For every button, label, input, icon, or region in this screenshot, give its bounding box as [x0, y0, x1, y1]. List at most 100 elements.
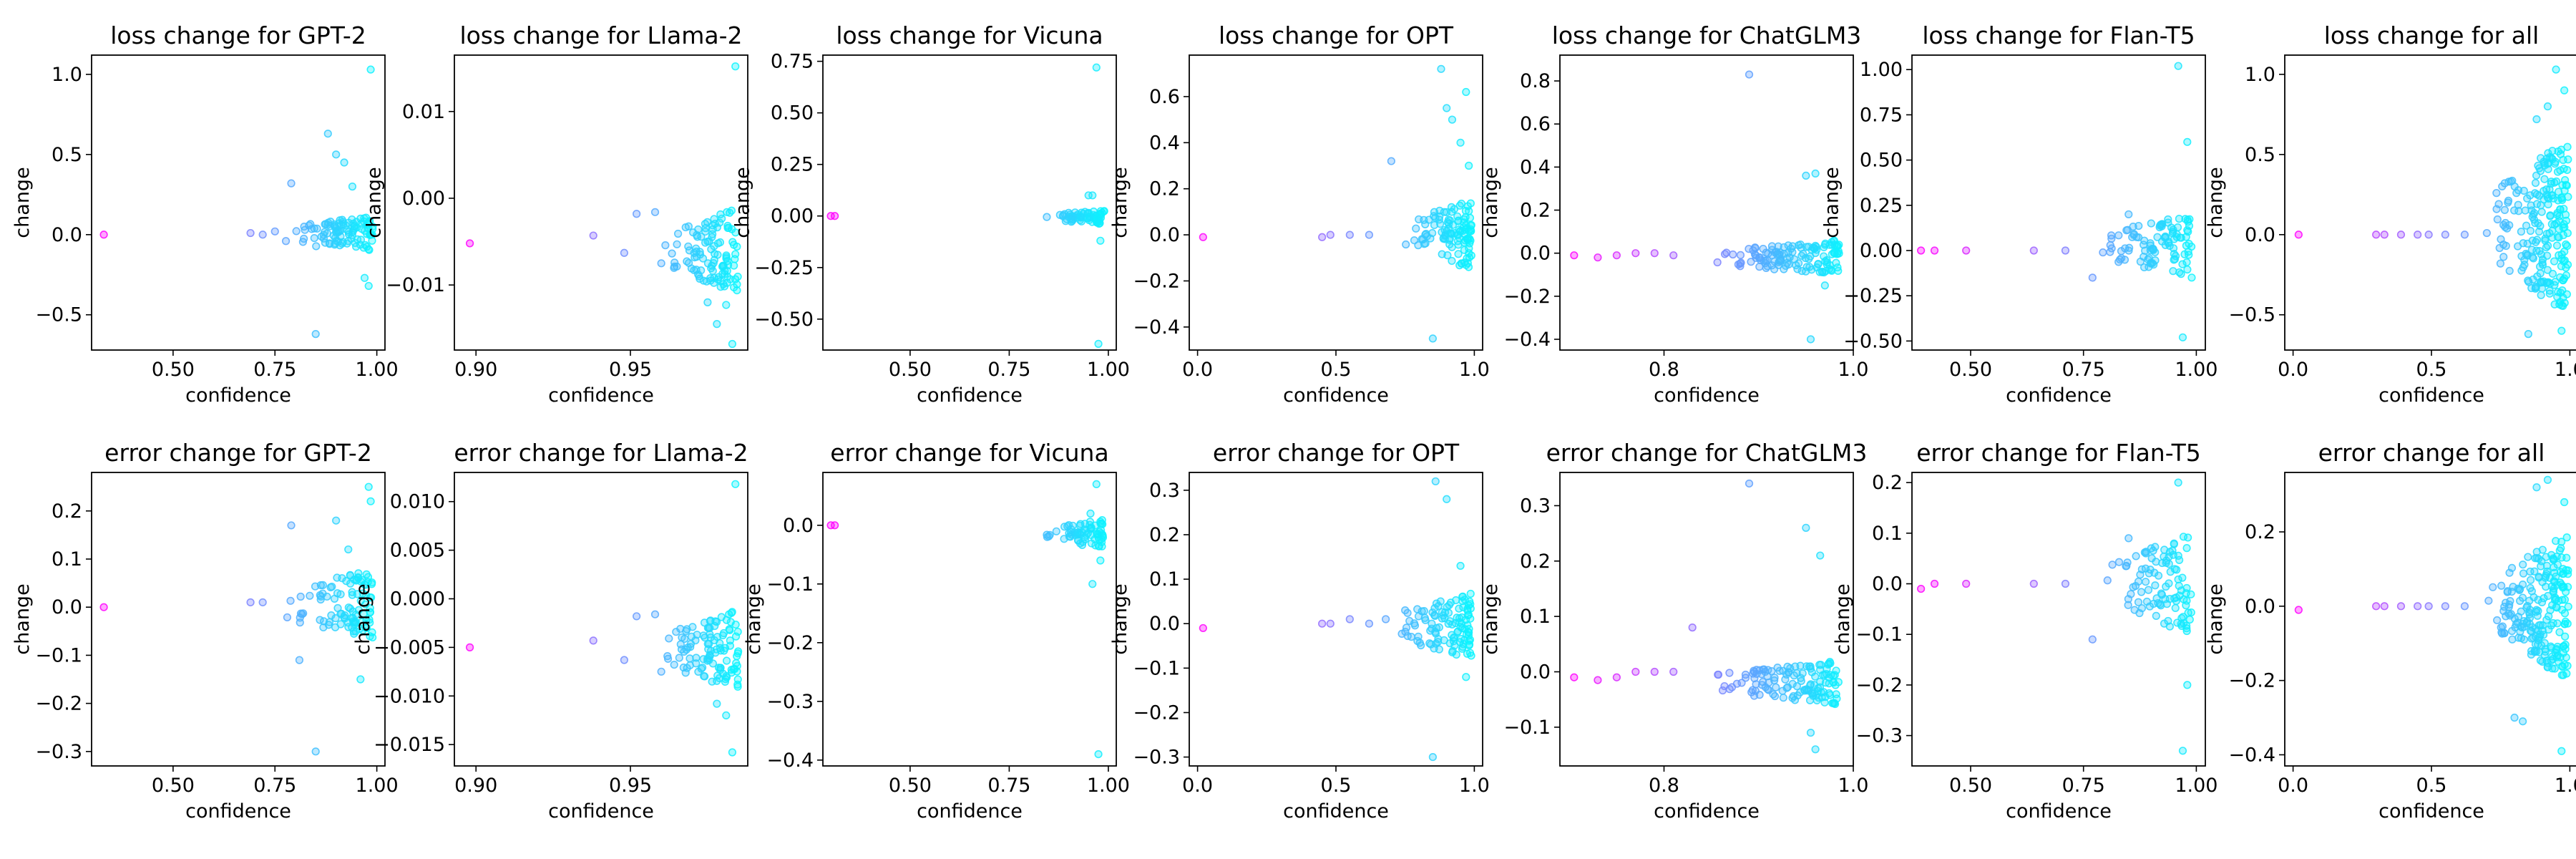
data-point — [2556, 653, 2565, 661]
chart-title-error-change-for-chatglm3: error change for ChatGLM3 — [1546, 439, 1868, 467]
data-point — [2556, 288, 2565, 297]
data-point — [650, 610, 660, 618]
data-point — [2533, 190, 2542, 199]
data-point — [2180, 250, 2189, 258]
data-point — [2501, 223, 2509, 231]
data-point — [1439, 234, 1448, 243]
data-point — [295, 656, 304, 664]
data-point — [2123, 225, 2132, 234]
x-tick-label: 0.90 — [454, 359, 497, 381]
y-axis-label: change — [1480, 167, 1502, 238]
data-point — [2380, 230, 2389, 239]
data-point — [1802, 263, 1811, 271]
data-point — [2099, 248, 2107, 257]
y-tick-label: −0.1 — [35, 644, 82, 666]
data-point — [2557, 193, 2566, 202]
data-point — [2514, 207, 2523, 215]
data-point — [2157, 589, 2166, 598]
data-point — [1795, 259, 1803, 268]
data-point — [1052, 527, 1060, 535]
axes-frame — [1911, 54, 2206, 351]
data-point — [1820, 671, 1829, 679]
data-point — [366, 608, 374, 617]
data-point — [2147, 219, 2155, 228]
data-point — [1462, 87, 1470, 97]
y-tick-label: 0.0 — [783, 515, 814, 537]
data-point — [343, 237, 353, 246]
data-point — [1435, 206, 1444, 215]
x-tick-label: 1.0 — [1459, 359, 1490, 381]
data-point — [2532, 647, 2541, 656]
chart-panel: loss change for OPT 0.0 0.5 1.0 −0.4 −0.2 0.0 0… — [1109, 21, 1490, 407]
data-point — [1435, 212, 1444, 220]
y-tick-label: 0.1 — [1520, 606, 1551, 628]
x-tick-label: 0.8 — [1649, 359, 1679, 381]
x-tick-label: 0.50 — [152, 359, 195, 381]
data-point — [1318, 619, 1327, 628]
y-tick-label: −0.2 — [2228, 670, 2275, 692]
y-tick-label: −0.3 — [35, 741, 82, 763]
data-point — [665, 634, 673, 643]
x-tick-label: 0.50 — [152, 775, 195, 797]
data-point — [2557, 250, 2566, 258]
data-point — [341, 221, 350, 230]
data-point — [346, 604, 355, 613]
data-point — [1594, 253, 1602, 262]
x-tick-label: 1.00 — [1087, 775, 1130, 797]
data-point — [2547, 178, 2556, 186]
data-point — [2519, 569, 2528, 578]
data-point — [1094, 530, 1103, 539]
chart-title-error-change-for-all: error change for all — [2318, 439, 2545, 467]
data-point — [1462, 220, 1470, 229]
chart-title-loss-change-for-all: loss change for all — [2324, 21, 2540, 49]
data-point — [1779, 694, 1787, 702]
data-point — [2561, 617, 2570, 626]
data-point — [718, 631, 727, 640]
data-point — [2029, 246, 2038, 255]
data-point — [2493, 616, 2502, 625]
data-point — [1094, 749, 1103, 759]
x-tick-label: 0.5 — [1321, 359, 1352, 381]
y-axis-label: change — [1480, 583, 1502, 654]
x-tick-label: 0.75 — [253, 775, 296, 797]
y-tick-label: −0.2 — [35, 693, 82, 715]
data-point — [1466, 589, 1475, 598]
data-point — [2169, 267, 2177, 276]
y-tick-label: −0.2 — [1133, 270, 1180, 292]
data-point — [2564, 602, 2572, 611]
y-tick-label: −0.01 — [386, 274, 445, 296]
data-point — [1088, 580, 1097, 588]
data-point — [726, 641, 734, 650]
data-point — [1443, 495, 1451, 503]
data-point — [1345, 615, 1354, 623]
data-point — [703, 298, 712, 306]
data-point — [2502, 241, 2510, 251]
data-point — [1454, 250, 1463, 258]
data-point — [1397, 629, 1406, 639]
chart-title-loss-change-for-chatglm3: loss change for ChatGLM3 — [1552, 21, 1862, 49]
data-point — [2542, 243, 2550, 252]
y-tick-label: −0.4 — [2228, 744, 2275, 766]
data-point — [1811, 241, 1820, 250]
x-axis-label: confidence — [2006, 384, 2112, 407]
data-point — [690, 266, 698, 275]
chart-title-error-change-for-vicuna: error change for Vicuna — [830, 439, 1108, 467]
data-point — [1650, 667, 1659, 676]
data-point — [718, 214, 726, 223]
data-point — [1761, 259, 1770, 268]
data-point — [310, 233, 318, 243]
data-point — [2527, 634, 2536, 643]
data-point — [729, 241, 738, 249]
data-point — [1767, 261, 1776, 270]
data-point — [344, 623, 353, 631]
chart-panel: loss change for GPT-2 0.50 0.75 1.00 −0.5 0.0… — [11, 21, 399, 407]
data-point — [281, 237, 291, 246]
data-point — [2183, 681, 2192, 689]
data-point — [2538, 545, 2547, 554]
data-point — [1445, 224, 1453, 233]
data-point — [311, 330, 320, 339]
data-point — [2529, 210, 2537, 219]
data-point — [2148, 259, 2157, 268]
data-point — [1815, 268, 1824, 276]
